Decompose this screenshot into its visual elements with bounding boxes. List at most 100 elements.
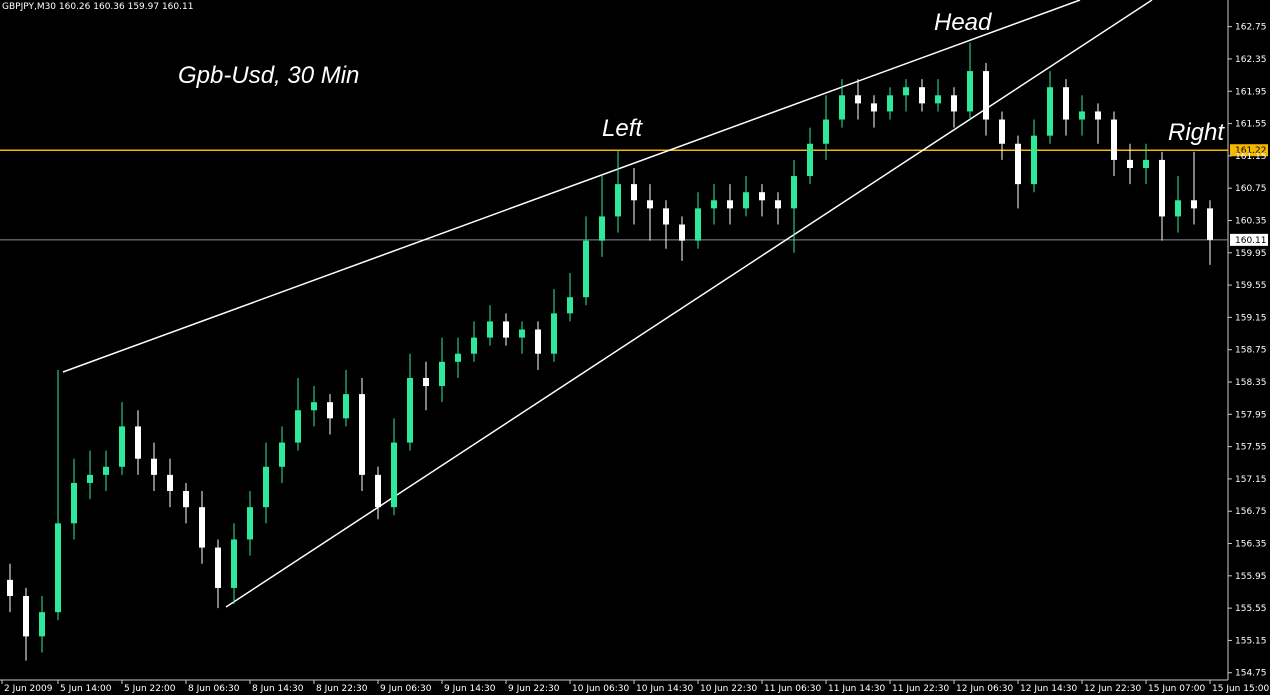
y-tick-label: 160.75 (1235, 184, 1267, 194)
x-tick-label: 10 Jun 14:30 (636, 684, 693, 694)
y-tick-label: 155.55 (1235, 604, 1267, 614)
candle-body (183, 491, 189, 508)
y-tick-label: 157.15 (1235, 475, 1267, 485)
candle-body (103, 466, 109, 475)
candles (7, 42, 1213, 661)
candle-body (135, 426, 141, 459)
candle-body (1159, 159, 1165, 217)
x-tick-label: 11 Jun 14:30 (828, 684, 885, 694)
candle-body (55, 523, 61, 613)
candle-body (39, 612, 45, 637)
candle-body (439, 361, 445, 387)
y-tick-label: 159.95 (1235, 249, 1267, 259)
y-tick-label: 161.15 (1235, 152, 1267, 162)
y-tick-label: 162.35 (1235, 55, 1267, 65)
candle-body (1015, 143, 1021, 185)
annotation: Left (602, 115, 643, 142)
x-tick-label: 12 Jun 14:30 (1020, 684, 1077, 694)
candle-body (951, 95, 957, 112)
candle-body (151, 458, 157, 475)
x-tick-label: 12 Jun 06:30 (956, 684, 1013, 694)
price-level-label: 161.22 (1235, 146, 1267, 156)
candle-body (855, 95, 861, 104)
y-tick-label: 161.55 (1235, 120, 1267, 130)
candle-body (983, 71, 989, 120)
candle-body (871, 103, 877, 112)
candle-body (231, 539, 237, 588)
candle-body (679, 224, 685, 241)
x-tick-label: 8 Jun 14:30 (252, 684, 304, 694)
candle-body (1095, 111, 1101, 120)
candle-body (215, 547, 221, 588)
y-tick-label: 162.75 (1235, 23, 1267, 33)
candle-body (343, 394, 349, 419)
price-level-box (1230, 144, 1268, 157)
y-tick-label: 156.75 (1235, 507, 1267, 517)
candle-body (791, 176, 797, 209)
candle-body (743, 192, 749, 209)
candle-body (327, 402, 333, 419)
x-tick-label: 15 Jun 07:00 (1148, 684, 1205, 694)
y-tick-label: 159.15 (1235, 313, 1267, 323)
candle-body (391, 442, 397, 508)
x-tick-label: 5 Jun 14:00 (60, 684, 112, 694)
candle-body (167, 474, 173, 492)
trend-line (62, 0, 1081, 373)
candle-body (359, 394, 365, 475)
candle-body (1191, 200, 1197, 209)
x-tick-label: 5 Jun 22:00 (124, 684, 176, 694)
candle-body (615, 184, 621, 217)
candle-body (887, 95, 893, 112)
x-tick-label: 15 Jun 15:00 (1212, 684, 1269, 694)
candle-body (727, 200, 733, 209)
candle-body (279, 442, 285, 467)
candle-body (567, 297, 573, 314)
candle-body (1047, 87, 1053, 136)
y-tick-label: 159.55 (1235, 281, 1267, 291)
candle-body (247, 507, 253, 540)
candle-body (1111, 119, 1117, 160)
candle-body (7, 579, 13, 597)
symbol-header: GBPJPY,M30 160.26 160.36 159.97 160.11 (2, 2, 193, 12)
x-tick-label: 2 Jun 2009 (4, 684, 53, 694)
price-level-label: 160.11 (1235, 236, 1267, 246)
y-tick-label: 154.75 (1235, 669, 1267, 679)
y-tick-label: 158.75 (1235, 346, 1267, 356)
candle-body (1207, 208, 1213, 240)
candle-body (1175, 200, 1181, 217)
candle-body (551, 313, 557, 354)
x-tick-label: 8 Jun 22:30 (316, 684, 368, 694)
candle-body (663, 208, 669, 225)
candle-body (519, 329, 525, 338)
chart-title: Gpb-Usd, 30 Min (178, 62, 359, 89)
x-tick-label: 8 Jun 06:30 (188, 684, 240, 694)
candle-body (967, 71, 973, 112)
candle-body (407, 377, 413, 443)
candle-body (87, 474, 93, 483)
candle-body (1031, 135, 1037, 185)
y-tick-label: 157.95 (1235, 410, 1267, 420)
candle-body (935, 95, 941, 104)
x-tick-label: 11 Jun 06:30 (764, 684, 821, 694)
y-tick-label: 161.95 (1235, 87, 1267, 97)
candle-body (1127, 159, 1133, 168)
candle-body (631, 184, 637, 201)
candle-body (295, 410, 301, 443)
y-tick-label: 160.35 (1235, 216, 1267, 226)
x-tick-label: 12 Jun 22:30 (1084, 684, 1141, 694)
candle-body (311, 402, 317, 411)
candle-body (23, 596, 29, 637)
candle-body (759, 192, 765, 201)
candle-body (375, 474, 381, 508)
candle-body (807, 143, 813, 177)
candle-body (919, 87, 925, 104)
candle-body (423, 377, 429, 387)
candle-body (695, 208, 701, 241)
annotation: Right (1168, 119, 1225, 146)
x-tick-label: 10 Jun 22:30 (700, 684, 757, 694)
y-tick-label: 155.95 (1235, 572, 1267, 582)
x-tick-label: 11 Jun 22:30 (892, 684, 949, 694)
